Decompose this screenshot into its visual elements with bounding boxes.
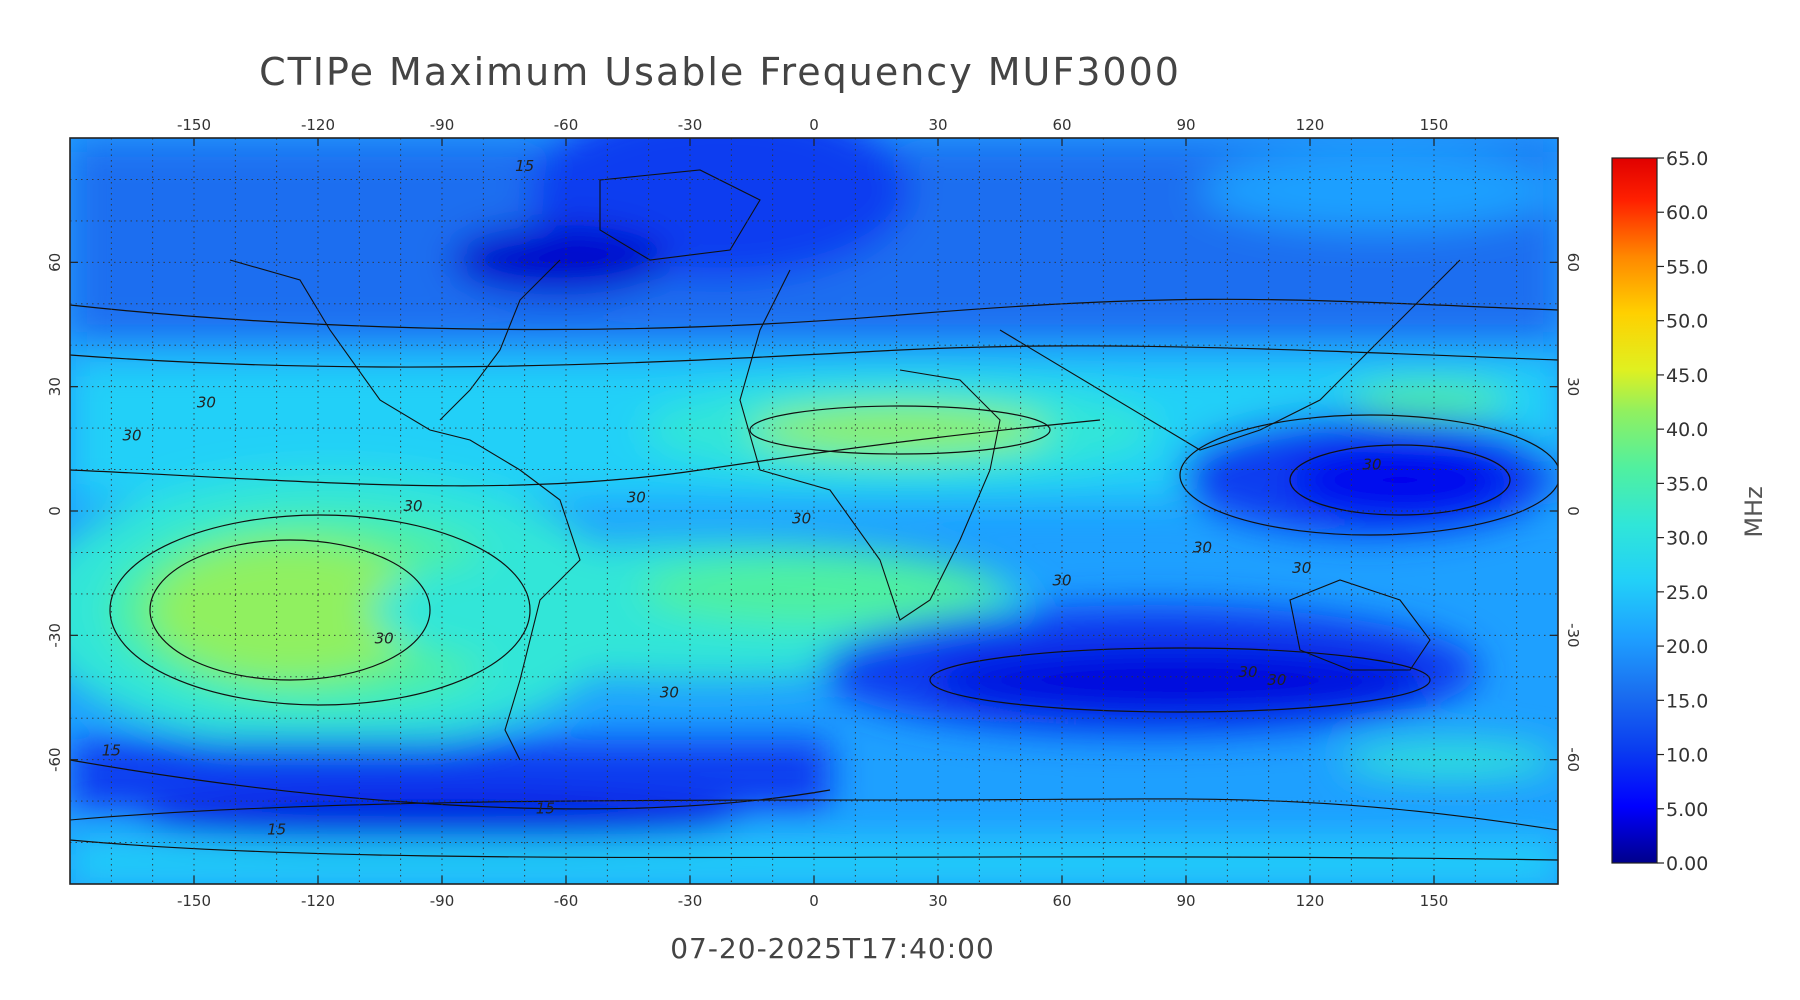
- lat-tick-label-right: 0: [1564, 506, 1582, 516]
- contour-label: 15: [536, 800, 555, 818]
- antarctica-coast: [70, 798, 1558, 831]
- map-graticule: [70, 138, 1558, 884]
- lon-tick-label-bottom: -150: [177, 892, 211, 910]
- contour-label: 15: [267, 820, 286, 838]
- colorbar-tick-label: 10.0: [1666, 745, 1708, 767]
- contour-label: 30: [375, 630, 394, 648]
- lon-tick-label-top: 30: [928, 116, 947, 134]
- north-america-east-coast: [439, 259, 561, 421]
- longitude-axis-bottom: -150 -120 -90 -60 -30 0 30 60 90 120 150: [177, 876, 1448, 910]
- lon-tick-label-top: 90: [1176, 116, 1195, 134]
- chart-title: CTIPe Maximum Usable Frequency MUF3000: [259, 50, 1181, 94]
- contour-label: 15: [102, 742, 121, 760]
- colorbar-unit: MHz: [1740, 486, 1768, 537]
- lon-tick-label-top: -90: [430, 116, 455, 134]
- contour-label: 30: [792, 509, 811, 527]
- contour-label: 30: [404, 497, 423, 515]
- lat-tick-label-right: -60: [1564, 747, 1582, 772]
- lon-tick-label-bottom: 0: [809, 892, 819, 910]
- colorbar-tick-label: 20.0: [1666, 636, 1708, 658]
- contour-label: 30: [122, 427, 141, 445]
- colorbar-tick-label: 15.0: [1666, 690, 1708, 712]
- colorbar-tick-label: 60.0: [1666, 202, 1708, 224]
- lon-tick-label-top: -120: [301, 116, 335, 134]
- colorbar-tick-label: 25.0: [1666, 582, 1708, 604]
- lon-tick-label-bottom: -30: [678, 892, 703, 910]
- colorbar-tick-label: 50.0: [1666, 311, 1708, 333]
- lon-tick-label-bottom: 150: [1420, 892, 1449, 910]
- lat-tick-label-left: -60: [46, 747, 64, 772]
- asia-coast: [999, 259, 1461, 451]
- contour-label: 30: [1238, 663, 1257, 681]
- lon-tick-label-top: 120: [1296, 116, 1325, 134]
- colorbar-tick-label: 45.0: [1666, 365, 1708, 387]
- lon-tick-label-top: 0: [809, 116, 819, 134]
- lat-tick-label-left: -30: [46, 623, 64, 648]
- contour-labels: 15 30 30 30 30 30 30 30 30 30 30 30 15 15 15 30 30: [102, 157, 1382, 838]
- lat-tick-label-left: 60: [46, 253, 64, 272]
- europe-africa-coast: [739, 269, 1001, 621]
- lon-tick-label-bottom: -60: [554, 892, 579, 910]
- contour-label: 30: [1193, 538, 1212, 556]
- latitude-axis-right: 60 30 0 -30 -60: [1550, 253, 1582, 772]
- lon-tick-label-bottom: -120: [301, 892, 335, 910]
- lon-tick-label-top: 150: [1420, 116, 1449, 134]
- lon-tick-label-top: -60: [554, 116, 579, 134]
- colorbar-tick-label: 5.00: [1666, 799, 1708, 821]
- colorbar-tick-label: 30.0: [1666, 528, 1708, 550]
- contour-label: 30: [1362, 456, 1381, 474]
- lat-tick-label-left: 0: [46, 506, 64, 516]
- colorbar-gradient: [1611, 157, 1658, 864]
- contour-label: 30: [1267, 671, 1286, 689]
- lon-tick-label-bottom: 60: [1052, 892, 1071, 910]
- north-america-coast: [229, 259, 581, 761]
- lon-tick-label-top: -30: [678, 116, 703, 134]
- lon-tick-label-bottom: 120: [1296, 892, 1325, 910]
- lon-tick-label-bottom: 30: [928, 892, 947, 910]
- lon-tick-label-bottom: -90: [430, 892, 455, 910]
- greenland-coast: [599, 169, 761, 261]
- lon-tick-label-top: -150: [177, 116, 211, 134]
- lon-tick-label-bottom: 90: [1176, 892, 1195, 910]
- colorbar-tick-label: 40.0: [1666, 419, 1708, 441]
- colorbar: 0.00 5.00 10.0 15.0 20.0 25.0 30.0 35.0 40.0 45.0…: [1611, 148, 1768, 875]
- longitude-axis-top: -150 -120 -90 -60 -30 0 30 60 90 120 150: [177, 116, 1448, 146]
- contour-label: 30: [1292, 559, 1311, 577]
- lon-tick-label-top: 60: [1052, 116, 1071, 134]
- muf-contour-field: 15 30 30 30 30 30 30 30 30 30 30 30 15 15 15 30 30: [70, 138, 1558, 884]
- colorbar-tick-label: 65.0: [1666, 148, 1708, 170]
- colorbar-tick-label: 55.0: [1666, 256, 1708, 278]
- australia-coast: [1289, 579, 1431, 671]
- colorbar-tick-label: 0.00: [1666, 853, 1708, 875]
- lat-tick-label-left: 30: [46, 377, 64, 396]
- latitude-axis-left: 60 30 0 -30 -60: [46, 253, 78, 772]
- contour-label: 30: [627, 489, 646, 507]
- contour-label: 15: [515, 157, 534, 175]
- timestamp: 07-20-2025T17:40:00: [670, 932, 995, 965]
- lat-tick-label-right: 60: [1564, 253, 1582, 272]
- lat-tick-label-right: -30: [1564, 623, 1582, 648]
- contour-label: 30: [1052, 572, 1071, 590]
- colorbar-ticks: 0.00 5.00 10.0 15.0 20.0 25.0 30.0 35.0 40.0 45.0…: [1657, 148, 1708, 875]
- contour-label: 30: [197, 393, 216, 411]
- lat-tick-label-right: 30: [1564, 377, 1582, 396]
- colorbar-tick-label: 35.0: [1666, 473, 1708, 495]
- contour-label: 30: [660, 684, 679, 702]
